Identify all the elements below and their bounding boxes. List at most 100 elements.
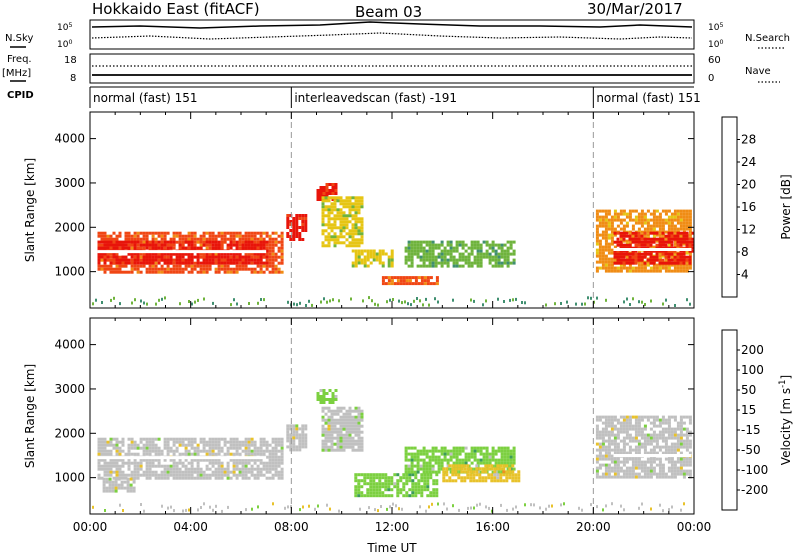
heatmap-cell bbox=[673, 239, 677, 243]
heatmap-cell bbox=[327, 232, 331, 236]
heatmap-cell bbox=[360, 238, 364, 242]
heatmap-cell bbox=[625, 457, 629, 461]
heatmap-cell bbox=[163, 261, 167, 265]
heatmap-cell bbox=[472, 470, 476, 474]
heatmap-cell bbox=[466, 464, 470, 468]
heatmap-cell bbox=[640, 224, 644, 228]
heatmap-cell bbox=[607, 269, 611, 273]
heatmap-cell bbox=[425, 455, 429, 459]
heatmap-cell bbox=[676, 221, 680, 225]
heatmap-cell bbox=[622, 266, 626, 270]
heatmap-cell bbox=[142, 258, 146, 262]
heatmap-cell bbox=[259, 437, 263, 441]
heatmap-cell bbox=[112, 270, 116, 274]
heatmap-cell bbox=[622, 263, 626, 267]
heatmap-cell bbox=[664, 212, 668, 216]
heatmap-cell bbox=[413, 452, 417, 456]
heatmap-cell bbox=[378, 249, 382, 253]
heatmap-cell bbox=[298, 226, 302, 229]
heatmap-cell bbox=[443, 449, 447, 453]
heatmap-cell bbox=[393, 482, 397, 486]
heatmap-cell bbox=[673, 266, 677, 270]
heatmap-cell bbox=[405, 494, 409, 498]
heatmap-cell bbox=[327, 235, 331, 239]
heatmap-cell bbox=[634, 221, 638, 225]
heatmap-cell bbox=[121, 473, 125, 477]
heatmap-cell bbox=[496, 464, 500, 468]
heatmap-cell bbox=[604, 245, 608, 249]
heatmap-cell bbox=[506, 252, 510, 256]
heatmap-cell bbox=[256, 258, 260, 262]
heatmap-cell bbox=[667, 218, 671, 222]
heatmap-cell bbox=[652, 212, 656, 216]
heatmap-cell bbox=[655, 451, 659, 455]
heatmap-cell bbox=[404, 249, 408, 253]
heatmap-cell bbox=[175, 440, 179, 444]
heatmap-cell bbox=[640, 240, 644, 244]
heatmap-cell bbox=[637, 427, 641, 431]
heatmap-cell bbox=[682, 427, 686, 431]
heatmap-cell bbox=[360, 226, 364, 230]
heatmap-cell bbox=[202, 470, 206, 474]
heatmap-cell bbox=[443, 455, 447, 459]
heatmap-cell bbox=[658, 243, 662, 247]
heatmap-cell bbox=[422, 470, 426, 474]
heatmap-cell bbox=[485, 458, 489, 462]
heatmap-cell bbox=[136, 473, 140, 477]
heatmap-cell bbox=[339, 232, 343, 236]
heatmap-cell bbox=[610, 421, 614, 425]
heatmap-cell bbox=[625, 221, 629, 225]
heatmap-cell bbox=[366, 258, 370, 262]
heatmap-cell bbox=[211, 458, 215, 462]
heatmap-cell bbox=[130, 446, 134, 450]
heatmap-cell bbox=[244, 464, 248, 468]
heatmap-cell bbox=[151, 237, 155, 241]
heatmap-cell bbox=[202, 449, 206, 453]
heatmap-cell bbox=[369, 476, 373, 480]
heatmap-cell bbox=[220, 264, 224, 268]
nsearch-trace bbox=[91, 32, 693, 40]
heatmap-cell bbox=[133, 446, 137, 450]
heatmap-cell bbox=[416, 252, 420, 256]
heatmap-cell bbox=[432, 482, 436, 486]
heatmap-cell bbox=[154, 258, 158, 262]
heatmap-cell bbox=[354, 406, 358, 410]
heatmap-cell bbox=[640, 266, 644, 270]
heatmap-cell bbox=[410, 467, 414, 471]
heatmap-cell bbox=[145, 461, 149, 465]
heatmap-cell bbox=[301, 436, 305, 440]
heatmap-cell bbox=[120, 483, 124, 487]
speckle-cell bbox=[581, 302, 583, 306]
heatmap-cell bbox=[178, 264, 182, 268]
heatmap-cell bbox=[416, 240, 420, 244]
heatmap-cell bbox=[154, 437, 158, 441]
heatmap-cell bbox=[363, 264, 367, 268]
heatmap-cell bbox=[455, 249, 459, 253]
heatmap-cell bbox=[181, 476, 185, 480]
speckle-cell bbox=[143, 301, 145, 305]
heatmap-cell bbox=[476, 246, 480, 250]
heatmap-cell bbox=[277, 470, 281, 474]
heatmap-cell bbox=[493, 473, 497, 477]
heatmap-cell bbox=[160, 243, 164, 247]
heatmap-cell bbox=[154, 464, 158, 468]
heatmap-cell bbox=[175, 470, 179, 474]
heatmap-cell bbox=[601, 251, 605, 255]
heatmap-cell bbox=[163, 473, 167, 477]
heatmap-region bbox=[316, 389, 338, 404]
heatmap-cell bbox=[241, 264, 245, 268]
heatmap-cell bbox=[208, 449, 212, 453]
heatmap-cell bbox=[688, 240, 692, 244]
heatmap-cell bbox=[643, 472, 647, 476]
heatmap-cell bbox=[187, 234, 191, 238]
heatmap-cell bbox=[622, 439, 626, 443]
heatmap-cell bbox=[366, 249, 370, 253]
heatmap-cell bbox=[506, 452, 510, 456]
heatmap-cell bbox=[673, 263, 677, 267]
heatmap-cell bbox=[449, 240, 453, 244]
heatmap-cell bbox=[184, 458, 188, 462]
heatmap-cell bbox=[286, 217, 290, 220]
nsky-label: N.Sky bbox=[5, 33, 33, 44]
heatmap-cell bbox=[127, 270, 131, 274]
heatmap-cell bbox=[351, 241, 355, 245]
